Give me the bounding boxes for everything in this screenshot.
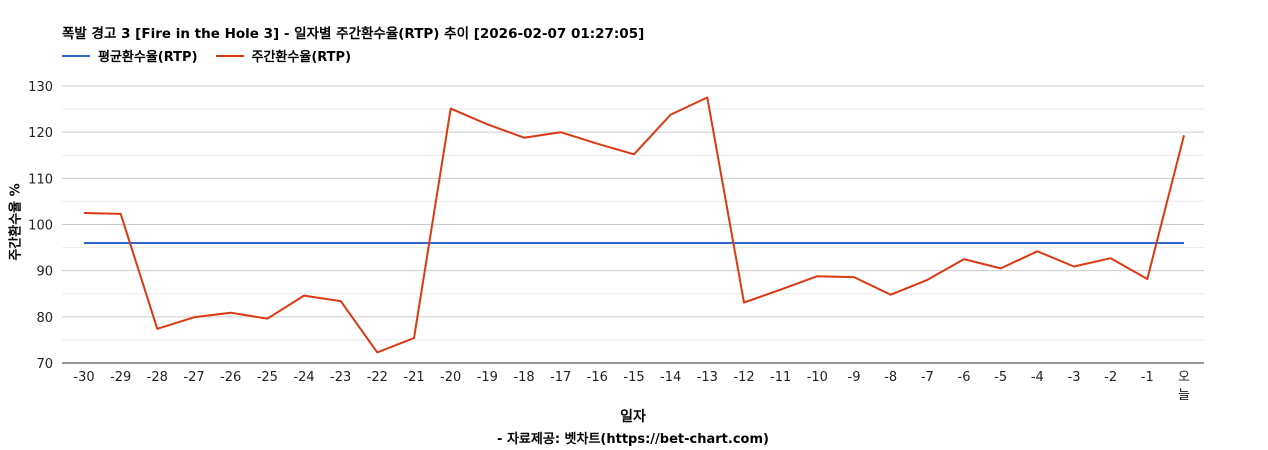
x-tick-label: -6 (958, 370, 971, 385)
y-tick-label: 130 (28, 80, 53, 95)
x-tick-label: -29 (110, 370, 131, 385)
x-tick-label: -27 (183, 370, 204, 385)
x-tick-label: -16 (587, 370, 608, 385)
x-tick-labels: -30 -29 -28 -27 -26 -25 -24 -23 -22 -21 -20 -19 -18 -… (73, 370, 1190, 403)
y-axis-label: 주간환수율 % (8, 183, 24, 261)
x-tick-label: -20 (440, 370, 461, 385)
series-line-weekly-rtp[interactable] (83, 96, 1185, 354)
x-tick-label: -9 (848, 370, 861, 385)
x-tick-label: -1 (1141, 370, 1154, 385)
legend-label-average: 평균환수율(RTP) (98, 50, 198, 65)
x-tick-label: -19 (477, 370, 498, 385)
y-tick-label: 90 (36, 265, 53, 280)
x-tick-label: -4 (1031, 370, 1044, 385)
x-tick-label: -5 (994, 370, 1007, 385)
x-tick-label: -24 (293, 370, 314, 385)
series-lines (83, 96, 1185, 354)
legend-item-average-rtp[interactable]: 평균환수율(RTP) (62, 46, 198, 65)
x-tick-label: -14 (660, 370, 681, 385)
y-tick-label: 110 (28, 172, 53, 187)
x-tick-label: -2 (1104, 370, 1117, 385)
x-tick-label: -25 (257, 370, 278, 385)
x-tick-label: -23 (330, 370, 351, 385)
x-tick-label: -17 (550, 370, 571, 385)
legend-item-weekly-rtp[interactable]: 주간환수율(RTP) (215, 46, 352, 65)
y-tick-label: 100 (28, 219, 53, 234)
x-tick-label-cont: 늘 (1178, 388, 1190, 403)
source-credit: - 자료제공: 벳차트(https://bet-chart.com) (497, 432, 769, 447)
chart-title: 폭발 경고 3 [Fire in the Hole 3] - 일자별 주간환수율… (62, 26, 645, 42)
x-tick-label: -21 (403, 370, 424, 385)
grid-lines (62, 85, 1204, 364)
y-tick-label: 80 (36, 311, 53, 326)
legend: 평균환수율(RTP) 주간환수율(RTP) (62, 46, 369, 65)
x-tick-label: -30 (73, 370, 94, 385)
x-tick-label: -8 (884, 370, 897, 385)
x-tick-label: -11 (770, 370, 791, 385)
y-tick-labels: 70 80 90 100 110 120 130 (28, 80, 53, 372)
x-tick-label: -3 (1068, 370, 1081, 385)
x-tick-label: -15 (623, 370, 644, 385)
x-tick-label: -12 (733, 370, 754, 385)
y-tick-label: 120 (28, 126, 53, 141)
x-tick-label: 오 (1178, 370, 1190, 385)
x-tick-label: -22 (367, 370, 388, 385)
x-axis-label: 일자 (620, 409, 646, 425)
x-tick-label: -28 (147, 370, 168, 385)
x-tick-label: -7 (921, 370, 934, 385)
x-tick-label: -13 (697, 370, 718, 385)
x-tick-label: -10 (807, 370, 828, 385)
legend-swatch-average (62, 54, 90, 57)
y-tick-label: 70 (36, 357, 53, 372)
x-tick-label: -18 (513, 370, 534, 385)
legend-swatch-weekly (215, 54, 244, 57)
x-tick-label: -26 (220, 370, 241, 385)
legend-label-weekly: 주간환수율(RTP) (251, 50, 352, 65)
